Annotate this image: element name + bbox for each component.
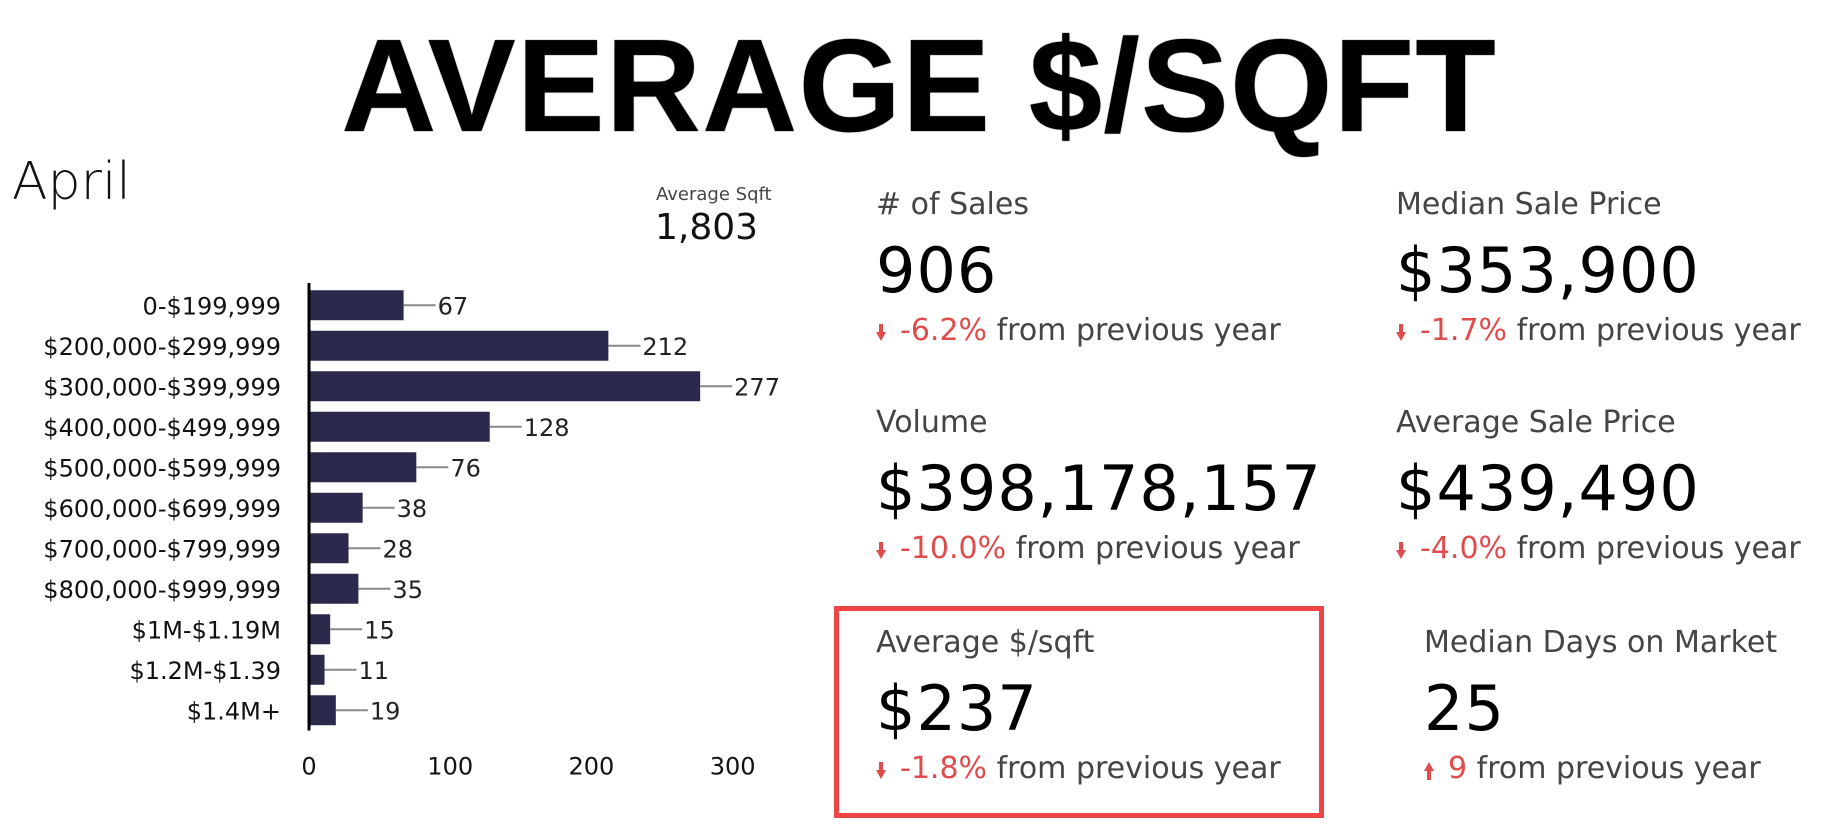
bar: [309, 330, 609, 361]
data-label: 67: [438, 292, 469, 320]
metric-change: 9 from previous year: [1424, 754, 1838, 784]
delta-suffix: from previous year: [1476, 751, 1761, 786]
delta-value: -6.2%: [900, 313, 988, 348]
metric-change: -1.8% from previous year: [876, 754, 1376, 784]
delta-suffix: from previous year: [996, 313, 1281, 348]
metric-label: Volume: [876, 405, 988, 440]
bar: [309, 695, 336, 726]
metric-label: Median Days on Market: [1424, 625, 1778, 660]
delta-value: -1.7%: [1420, 313, 1508, 348]
down-arrow-icon: [1396, 542, 1406, 559]
category-label: $500,000-$599,999: [43, 454, 281, 482]
bar: [309, 614, 331, 645]
metric-label: Average $/sqft: [876, 625, 1095, 660]
delta-suffix: from previous year: [1015, 531, 1300, 566]
x-tick-label: 200: [569, 753, 615, 781]
metric-value: $398,178,157: [876, 452, 1322, 525]
bar: [309, 452, 417, 483]
metric-value: $237: [876, 672, 1038, 745]
bar: [309, 492, 363, 523]
down-arrow-icon: [1396, 324, 1406, 341]
price-range-bar-chart: 0-$199,999 67 $200,000-$299,999 212 $300,000…: [43, 283, 780, 781]
metric-volume: Volume $398,178,157 -10.0% from previous…: [876, 408, 1376, 564]
category-label: $400,000-$499,999: [43, 414, 281, 442]
data-label: 38: [397, 495, 428, 523]
category-label: $700,000-$799,999: [43, 535, 281, 563]
category-label: $1.4M+: [187, 697, 281, 725]
up-arrow-icon: [1424, 762, 1434, 780]
down-arrow-icon: [876, 542, 886, 559]
delta-suffix: from previous year: [1516, 531, 1801, 566]
metric-value: $439,490: [1396, 452, 1700, 525]
category-label: $1M-$1.19M: [132, 616, 281, 644]
highlight-box: [834, 606, 1324, 818]
metric-median-days-on-market: Median Days on Market 25 9 from previous…: [1424, 628, 1838, 784]
metric-change: -10.0% from previous year: [876, 534, 1376, 564]
data-label: 76: [450, 454, 481, 482]
data-label: 128: [524, 414, 570, 442]
category-label: $300,000-$399,999: [43, 373, 281, 401]
delta-value: -10.0%: [900, 531, 1007, 566]
x-tick-label: 0: [301, 753, 316, 781]
data-label: 277: [734, 373, 780, 401]
month-label: April: [12, 152, 131, 212]
average-sqft-value: 1,803: [655, 207, 759, 248]
metric-value: $353,900: [1396, 234, 1700, 307]
category-label: $600,000-$699,999: [43, 495, 281, 523]
bar: [309, 290, 404, 321]
bar: [309, 654, 325, 685]
page-title: AVERAGE $/SQFT: [341, 12, 1497, 159]
data-label: 15: [364, 616, 395, 644]
metric-change: -1.7% from previous year: [1396, 316, 1838, 346]
metric-label: Median Sale Price: [1396, 187, 1662, 222]
metric-change: -4.0% from previous year: [1396, 534, 1838, 564]
average-sqft-label: Average Sqft: [656, 184, 772, 205]
data-label: 35: [392, 576, 423, 604]
delta-value: -1.8%: [900, 751, 988, 786]
metric-median-sale-price: Median Sale Price $353,900 -1.7% from pr…: [1396, 190, 1838, 346]
bar: [309, 411, 490, 442]
data-label: 28: [383, 535, 414, 563]
bar: [309, 573, 359, 604]
bar: [309, 371, 701, 402]
metric-average-price-per-sqft: Average $/sqft $237 -1.8% from previous …: [876, 628, 1376, 784]
metric-change: -6.2% from previous year: [876, 316, 1376, 346]
x-tick-label: 300: [710, 753, 756, 781]
category-label: $200,000-$299,999: [43, 333, 281, 361]
category-label: $800,000-$999,999: [43, 576, 281, 604]
metric-label: # of Sales: [876, 187, 1029, 222]
metric-value: 25: [1424, 672, 1505, 745]
delta-suffix: from previous year: [1516, 313, 1801, 348]
metric-label: Average Sale Price: [1396, 405, 1676, 440]
data-label: 11: [359, 657, 390, 685]
delta-value: -4.0%: [1420, 531, 1508, 566]
data-label: 19: [370, 697, 401, 725]
metric-sales: # of Sales 906 -6.2% from previous year: [876, 190, 1376, 346]
category-label: 0-$199,999: [143, 292, 281, 320]
down-arrow-icon: [876, 324, 886, 341]
bar: [309, 533, 349, 564]
delta-suffix: from previous year: [996, 751, 1281, 786]
down-arrow-icon: [876, 762, 886, 779]
category-label: $1.2M-$1.39: [129, 657, 281, 685]
data-label: 212: [642, 333, 688, 361]
metric-average-sale-price: Average Sale Price $439,490 -4.0% from p…: [1396, 408, 1838, 564]
metric-value: 906: [876, 234, 998, 307]
x-tick-label: 100: [427, 753, 473, 781]
delta-value: 9: [1448, 751, 1468, 786]
